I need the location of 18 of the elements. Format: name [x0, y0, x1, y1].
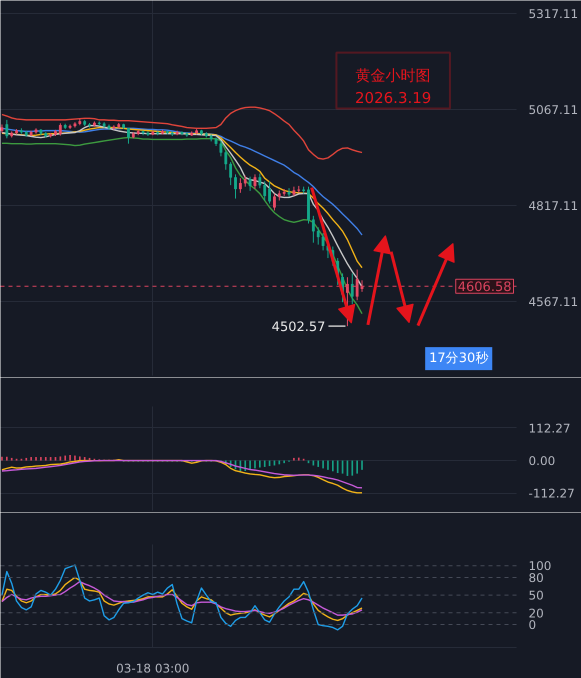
y-tick-label: 4817.11	[528, 198, 578, 213]
y-tick-label: -112.27	[528, 486, 575, 501]
y-tick-label: 50	[528, 588, 544, 603]
y-tick-label: 20	[528, 606, 544, 620]
y-tick-label: 80	[528, 570, 544, 585]
y-tick-label: 4567.11	[528, 294, 578, 309]
text: 2026.3.19	[355, 89, 432, 108]
y-tick-label: 5317.11	[528, 7, 578, 22]
text: 17分30秒	[429, 351, 488, 366]
y-tick-label: 0	[528, 618, 536, 632]
x-tick-label: 03-18 03:00	[116, 662, 190, 676]
y-tick-label: 5067.11	[528, 102, 578, 117]
text: 黄金小时图	[356, 66, 431, 84]
y-tick-label: 112.27	[528, 421, 570, 436]
ref-line-label: 4606.58	[458, 280, 512, 296]
y-tick-label: 100	[528, 559, 552, 574]
y-tick-label: 0.00	[528, 454, 556, 468]
annotation: 4502.57	[272, 320, 326, 336]
